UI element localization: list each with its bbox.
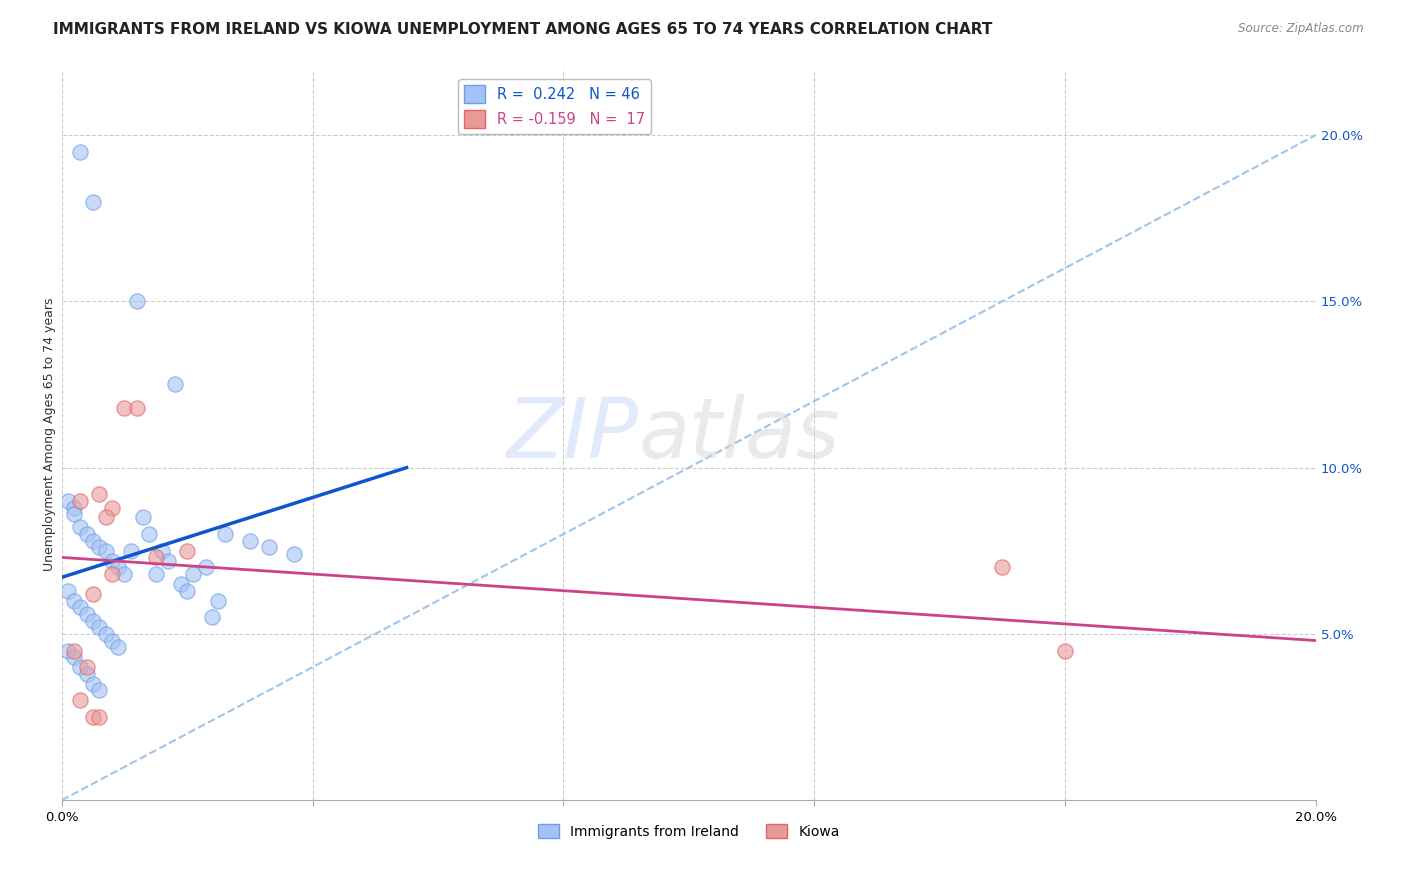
Point	[69, 600, 91, 615]
Point	[94, 627, 117, 641]
Point	[89, 487, 111, 501]
Point	[63, 650, 86, 665]
Point	[94, 510, 117, 524]
Point	[1054, 643, 1077, 657]
Point	[56, 643, 79, 657]
Point	[201, 610, 224, 624]
Point	[101, 500, 124, 515]
Point	[69, 494, 91, 508]
Text: atlas: atlas	[638, 394, 841, 475]
Point	[112, 401, 135, 415]
Point	[239, 533, 262, 548]
Point	[163, 377, 186, 392]
Point	[76, 666, 98, 681]
Point	[63, 500, 86, 515]
Point	[170, 577, 193, 591]
Point	[132, 510, 155, 524]
Point	[69, 660, 91, 674]
Point	[101, 633, 124, 648]
Point	[145, 550, 167, 565]
Point	[82, 710, 104, 724]
Point	[214, 527, 236, 541]
Point	[56, 583, 79, 598]
Y-axis label: Unemployment Among Ages 65 to 74 years: Unemployment Among Ages 65 to 74 years	[44, 298, 56, 571]
Point	[112, 567, 135, 582]
Point	[991, 560, 1014, 574]
Text: Source: ZipAtlas.com: Source: ZipAtlas.com	[1239, 22, 1364, 36]
Point	[82, 587, 104, 601]
Point	[107, 640, 129, 655]
Point	[69, 520, 91, 534]
Point	[82, 194, 104, 209]
Point	[69, 145, 91, 159]
Point	[183, 567, 205, 582]
Point	[138, 527, 160, 541]
Point	[89, 683, 111, 698]
Legend: Immigrants from Ireland, Kiowa: Immigrants from Ireland, Kiowa	[533, 819, 845, 845]
Point	[89, 541, 111, 555]
Point	[82, 677, 104, 691]
Point	[207, 593, 229, 607]
Text: IMMIGRANTS FROM IRELAND VS KIOWA UNEMPLOYMENT AMONG AGES 65 TO 74 YEARS CORRELAT: IMMIGRANTS FROM IRELAND VS KIOWA UNEMPLO…	[53, 22, 993, 37]
Point	[283, 547, 305, 561]
Point	[101, 554, 124, 568]
Point	[257, 541, 280, 555]
Point	[76, 607, 98, 621]
Point	[89, 710, 111, 724]
Point	[82, 614, 104, 628]
Point	[89, 620, 111, 634]
Point	[125, 401, 148, 415]
Point	[194, 560, 217, 574]
Point	[56, 494, 79, 508]
Point	[120, 543, 142, 558]
Point	[150, 543, 173, 558]
Point	[82, 533, 104, 548]
Point	[63, 593, 86, 607]
Point	[101, 567, 124, 582]
Point	[63, 643, 86, 657]
Point	[125, 294, 148, 309]
Point	[176, 583, 198, 598]
Text: ZIP: ZIP	[506, 394, 638, 475]
Point	[63, 507, 86, 521]
Point	[76, 660, 98, 674]
Point	[76, 527, 98, 541]
Point	[157, 554, 180, 568]
Point	[145, 567, 167, 582]
Point	[107, 560, 129, 574]
Point	[94, 543, 117, 558]
Point	[69, 693, 91, 707]
Point	[176, 543, 198, 558]
